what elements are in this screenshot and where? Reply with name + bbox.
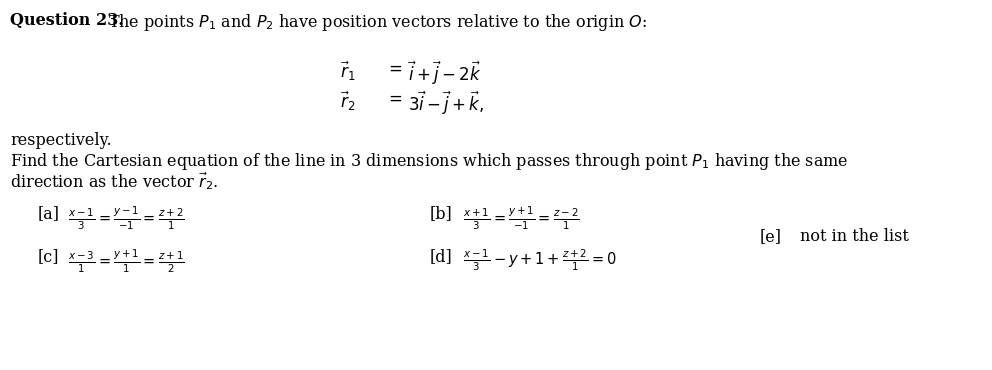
Text: $=$: $=$ [385, 60, 403, 77]
Text: $\vec{i}+\vec{j}-2\vec{k}$: $\vec{i}+\vec{j}-2\vec{k}$ [408, 60, 482, 87]
Text: $\frac{x-1}{3}-y+1+\frac{z+2}{1}=0$: $\frac{x-1}{3}-y+1+\frac{z+2}{1}=0$ [463, 248, 617, 273]
Text: direction as the vector $\vec{r}_2$.: direction as the vector $\vec{r}_2$. [10, 170, 218, 192]
Text: respectively.: respectively. [10, 132, 112, 149]
Text: $=$: $=$ [385, 90, 403, 107]
Text: [d]: [d] [430, 248, 452, 265]
Text: $\vec{r}_2$: $\vec{r}_2$ [340, 90, 355, 114]
Text: $\frac{x-1}{3}=\frac{y-1}{-1}=\frac{z+2}{1}$: $\frac{x-1}{3}=\frac{y-1}{-1}=\frac{z+2}… [68, 205, 185, 232]
Text: [b]: [b] [430, 205, 452, 222]
Text: [c]: [c] [38, 248, 60, 265]
Text: Question 23.: Question 23. [10, 12, 124, 29]
Text: $3\vec{i}-\vec{j}+\vec{k},$: $3\vec{i}-\vec{j}+\vec{k},$ [408, 90, 484, 118]
Text: not in the list: not in the list [800, 228, 909, 245]
Text: [e]: [e] [760, 228, 782, 245]
Text: $\frac{x+1}{3}=\frac{y+1}{-1}=\frac{z-2}{1}$: $\frac{x+1}{3}=\frac{y+1}{-1}=\frac{z-2}… [463, 205, 579, 232]
Text: Find the Cartesian equation of the line in 3 dimensions which passes through poi: Find the Cartesian equation of the line … [10, 151, 848, 172]
Text: $\vec{r}_1$: $\vec{r}_1$ [340, 60, 355, 84]
Text: $\frac{x-3}{1}=\frac{y+1}{1}=\frac{z+1}{2}$: $\frac{x-3}{1}=\frac{y+1}{1}=\frac{z+1}{… [68, 248, 185, 275]
Text: The points $P_1$ and $P_2$ have position vectors relative to the origin $O$:: The points $P_1$ and $P_2$ have position… [108, 12, 647, 33]
Text: [a]: [a] [38, 205, 60, 222]
